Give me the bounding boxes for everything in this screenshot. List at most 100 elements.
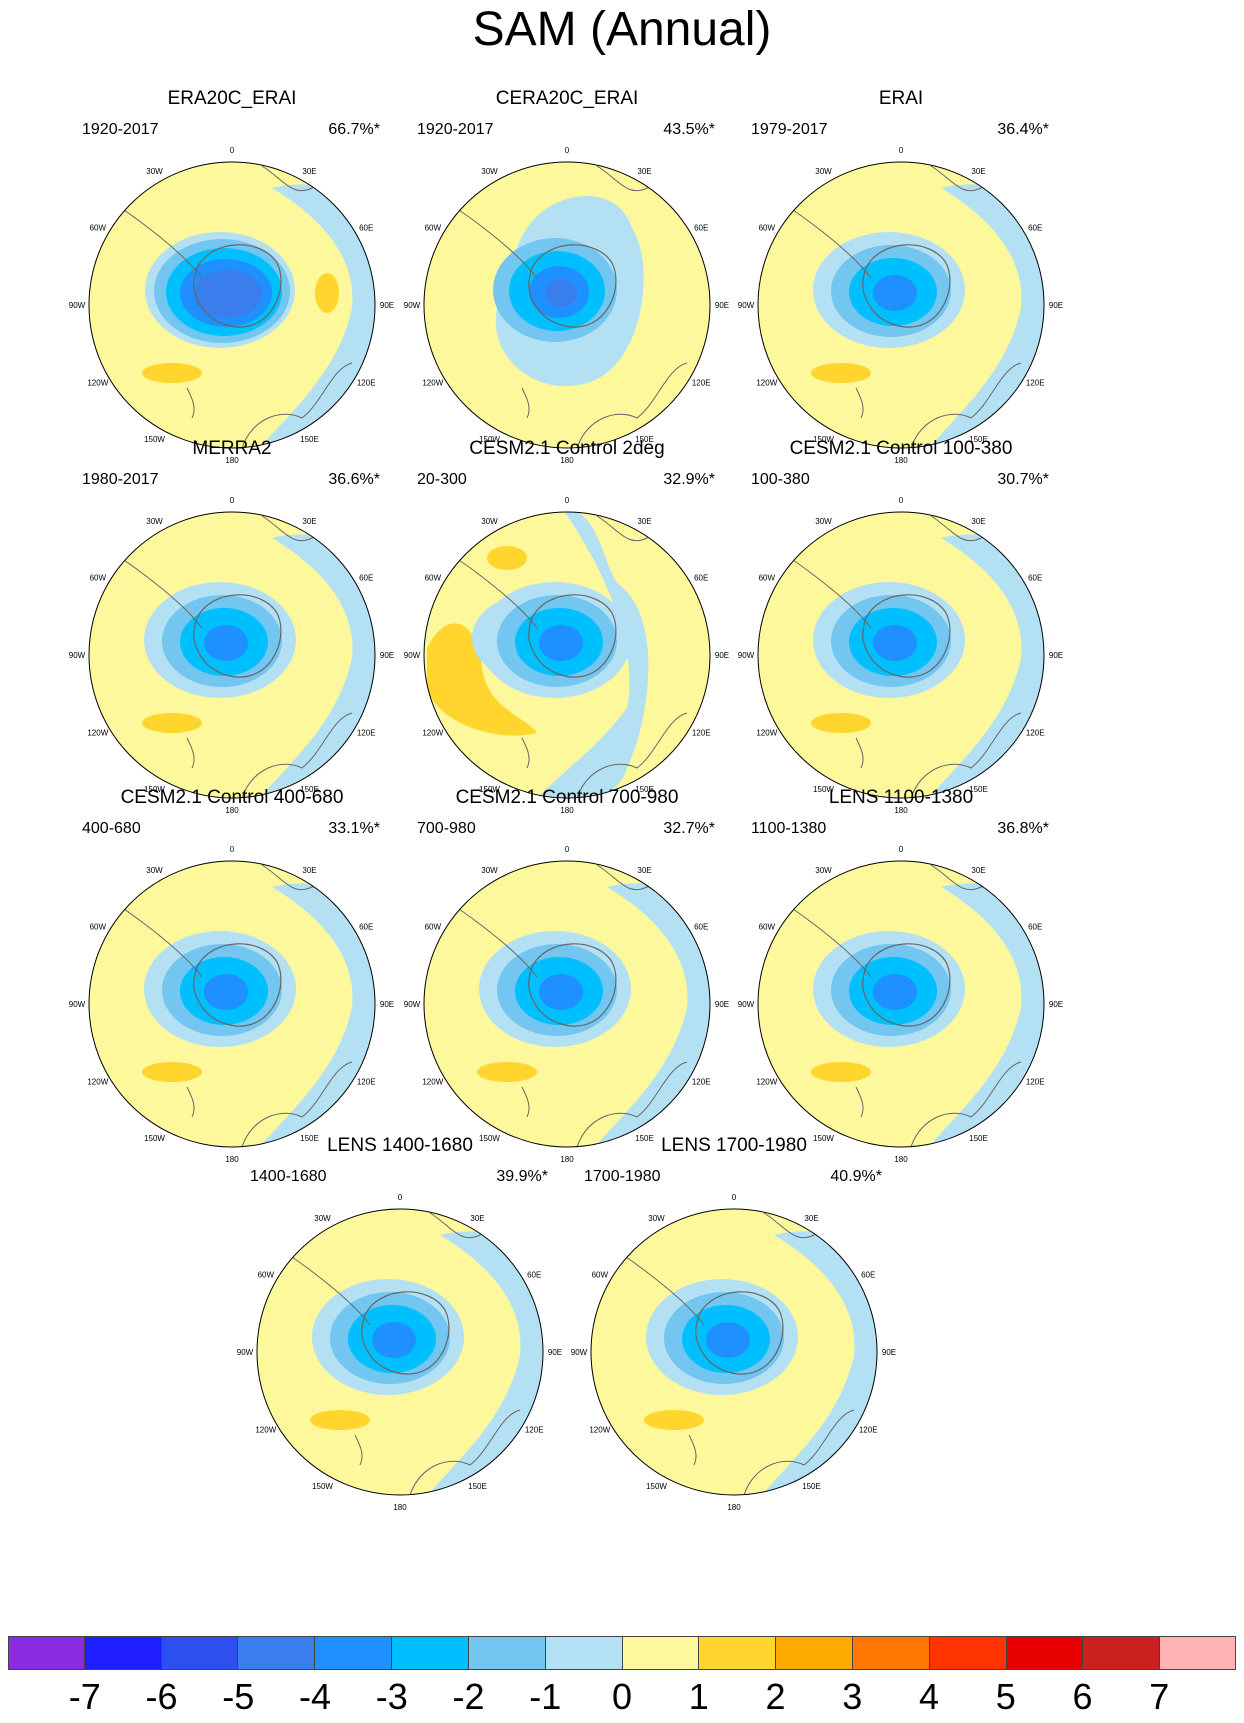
antarctica-outline <box>193 594 282 678</box>
colorbar-tick-label: -5 <box>222 1676 255 1717</box>
anomaly-field <box>89 162 375 448</box>
longitude-label: 60W <box>425 574 442 583</box>
australia-outline <box>576 712 688 798</box>
longitude-label: 60W <box>759 224 776 233</box>
panel-title: MERRA2 <box>192 438 272 459</box>
anomaly-field <box>424 512 710 798</box>
longitude-label: 180 <box>560 806 574 815</box>
longitude-label: 60W <box>425 224 442 233</box>
panel-years: 1979-2017 <box>751 121 828 138</box>
map-boundary <box>423 161 711 449</box>
longitude-label: 0 <box>565 146 570 155</box>
longitude-label: 150E <box>635 1134 654 1143</box>
polar-map: 0 30E 60E 90E 120E 150E 180 150W 120W 90W 60W 30W <box>404 845 729 1164</box>
longitude-label: 30E <box>971 517 985 526</box>
panel-years: 1100-1380 <box>751 820 827 837</box>
positive-contour <box>315 273 339 313</box>
panel-variance: 66.7%* <box>328 121 380 138</box>
longitude-label: 60W <box>90 224 107 233</box>
longitude-label: 120W <box>87 1078 108 1087</box>
new-zealand-outline <box>354 1434 363 1466</box>
colorbar-swatch <box>699 1636 777 1670</box>
longitude-label: 90E <box>1049 651 1063 660</box>
polar-map: 0 30E 60E 90E 120E 150E 180 150W 120W 90W 60W 30W <box>69 146 394 465</box>
panel-title: ERAI <box>878 88 924 109</box>
longitude-label: 120E <box>357 729 376 738</box>
colorbar-swatch <box>84 1636 162 1670</box>
antarctica-outline <box>193 943 282 1027</box>
longitude-label: 30W <box>146 517 163 526</box>
colorbar-labels: -7 -6 -5 -4 -3 -2 -1 0 1 2 3 4 5 6 7 <box>0 1676 1244 1720</box>
positive-contour <box>142 1062 202 1082</box>
panel-years: 400-680 <box>82 820 141 837</box>
colorbar-swatch <box>622 1636 700 1670</box>
longitude-label: 90W <box>404 1000 421 1009</box>
polar-map: 0 30E 60E 90E 120E 150E 180 150W 120W 90W 60W 30W <box>404 146 729 465</box>
map-boundary <box>757 511 1045 799</box>
longitude-label: 30W <box>815 517 832 526</box>
negative-contour <box>706 1322 750 1358</box>
longitude-label: 30E <box>302 517 316 526</box>
longitude-label: 0 <box>398 1193 403 1202</box>
map-boundary <box>590 1208 878 1496</box>
figure-title: SAM (Annual) <box>472 3 772 56</box>
longitude-label: 90E <box>380 651 394 660</box>
polar-map: 0 30E 60E 90E 120E 150E 180 150W 120W 90W 60W 30W <box>571 1193 896 1512</box>
australia-outline <box>241 1061 353 1147</box>
longitude-label: 60W <box>258 1271 275 1280</box>
longitude-label: 150W <box>813 1134 834 1143</box>
longitude-label: 0 <box>565 496 570 505</box>
negative-contour <box>545 279 577 307</box>
new-zealand-outline <box>521 737 530 769</box>
polar-map: 0 30E 60E 90E 120E 150E 180 150W 120W 90W 60W 30W <box>237 1193 562 1512</box>
australia-outline <box>743 1409 855 1495</box>
longitude-label: 150W <box>813 785 834 794</box>
longitude-label: 120W <box>87 729 108 738</box>
positive-contour <box>310 1410 370 1430</box>
longitude-label: 120W <box>422 379 443 388</box>
longitude-label: 60E <box>1028 574 1042 583</box>
longitude-label: 120W <box>756 729 777 738</box>
longitude-label: 30E <box>637 866 651 875</box>
longitude-label: 30E <box>302 866 316 875</box>
positive-contour <box>142 713 202 733</box>
australia-outline <box>241 362 353 448</box>
panel-title: LENS 1400-1680 <box>327 1135 473 1156</box>
map-panel: CESM2.1 Control 100-380 100-380 30.7%* 0 30E… <box>721 438 1081 818</box>
longitude-label: 0 <box>565 845 570 854</box>
longitude-label: 120E <box>357 379 376 388</box>
antarctica-outline <box>528 244 617 328</box>
longitude-label: 90E <box>715 301 729 310</box>
negative-contour <box>539 625 583 661</box>
longitude-label: 90W <box>404 651 421 660</box>
longitude-label: 150W <box>144 1134 165 1143</box>
panel-variance: 32.9%* <box>663 471 715 488</box>
map-boundary <box>423 860 711 1148</box>
panel-title: CESM2.1 Control 2deg <box>469 438 665 459</box>
colorbar-tick-label: 3 <box>842 1676 863 1717</box>
australia-outline <box>910 362 1022 448</box>
colorbar-swatch <box>545 1636 623 1670</box>
anomaly-field <box>758 512 1044 798</box>
longitude-label: 30E <box>804 1214 818 1223</box>
longitude-label: 30E <box>637 167 651 176</box>
anomaly-field <box>89 512 375 798</box>
panel-years: 700-980 <box>417 820 476 837</box>
australia-outline <box>576 1061 688 1147</box>
panel-title: CESM2.1 Control 100-380 <box>789 438 1013 459</box>
longitude-label: 150E <box>468 1482 487 1491</box>
longitude-label: 30W <box>815 167 832 176</box>
longitude-label: 120E <box>692 1078 711 1087</box>
longitude-label: 30E <box>470 1214 484 1223</box>
new-zealand-outline <box>855 737 864 769</box>
longitude-label: 30W <box>648 1214 665 1223</box>
panel-title: CESM2.1 Control 400-680 <box>120 787 344 808</box>
anomaly-field <box>89 861 375 1147</box>
longitude-label: 150E <box>969 435 988 444</box>
map-boundary <box>423 511 711 799</box>
longitude-label: 60E <box>861 1271 875 1280</box>
longitude-label: 90W <box>69 301 86 310</box>
longitude-label: 120E <box>692 379 711 388</box>
map-panel: LENS 1700-1980 1700-1980 40.9%* 0 30E 60E 90E 1… <box>554 1135 914 1515</box>
australia-outline <box>409 1409 521 1495</box>
